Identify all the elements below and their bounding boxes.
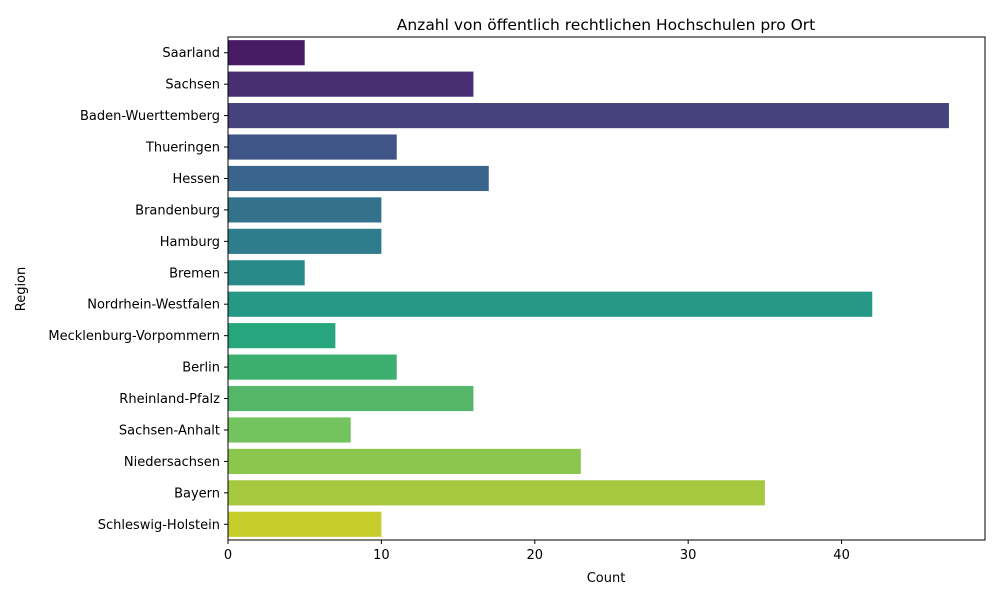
- bar-baden-wuerttemberg: [228, 103, 949, 129]
- bar-berlin: [228, 354, 397, 380]
- y-axis-label: Region: [14, 267, 29, 312]
- y-tick-label: Bremen: [169, 266, 220, 281]
- y-tick-label: Hamburg: [160, 235, 220, 250]
- bar-sachsen-anhalt: [228, 417, 351, 443]
- chart-title: Anzahl von öffentlich rechtlichen Hochsc…: [397, 16, 816, 34]
- bar-niedersachsen: [228, 448, 581, 474]
- y-tick-label: Nordrhein-Westfalen: [87, 298, 220, 313]
- y-tick-label: Rheinland-Pfalz: [119, 392, 220, 407]
- bar-brandenburg: [228, 197, 382, 223]
- x-axis-label: Count: [587, 571, 626, 586]
- y-tick-label: Berlin: [182, 361, 220, 376]
- bar-mecklenburg-vorpommern: [228, 323, 336, 349]
- y-tick-label: Sachsen: [165, 78, 220, 93]
- axes-layer: [227, 36, 986, 541]
- x-tick-label: 40: [833, 548, 850, 563]
- bar-hamburg: [228, 228, 382, 254]
- bar-schleswig-holstein: [228, 511, 382, 537]
- bar-sachsen: [228, 71, 474, 97]
- y-tick-label: Thueringen: [145, 141, 220, 156]
- x-tick-label: 20: [527, 548, 544, 563]
- ticks-layer: Saarland Sachsen Baden-Wuerttemberg Thuerin…: [48, 46, 849, 563]
- y-tick-label: Baden-Wuerttemberg: [80, 109, 220, 124]
- y-tick-label: Mecklenburg-Vorpommern: [48, 329, 220, 344]
- y-tick-label: Brandenburg: [135, 203, 220, 218]
- bar-saarland: [228, 40, 305, 66]
- y-tick-label: Hessen: [172, 172, 220, 187]
- bar-rheinland-pfalz: [228, 385, 474, 412]
- y-tick-label: Saarland: [162, 46, 220, 61]
- x-tick-label: 0: [224, 548, 232, 563]
- bars-layer: [228, 40, 949, 537]
- plot-frame: [227, 36, 986, 541]
- y-tick-label: Niedersachsen: [124, 455, 220, 470]
- bar-thueringen: [228, 134, 397, 160]
- bar-hessen: [228, 165, 489, 192]
- bar-bremen: [228, 260, 305, 286]
- x-tick-label: 10: [373, 548, 390, 563]
- y-tick-label: Schleswig-Holstein: [98, 518, 220, 533]
- y-tick-label: Bayern: [174, 486, 220, 501]
- y-tick-label: Sachsen-Anhalt: [119, 423, 220, 438]
- bar-nordrhein-westfalen: [228, 291, 873, 317]
- bar-bayern: [228, 480, 765, 506]
- x-tick-label: 30: [680, 548, 697, 563]
